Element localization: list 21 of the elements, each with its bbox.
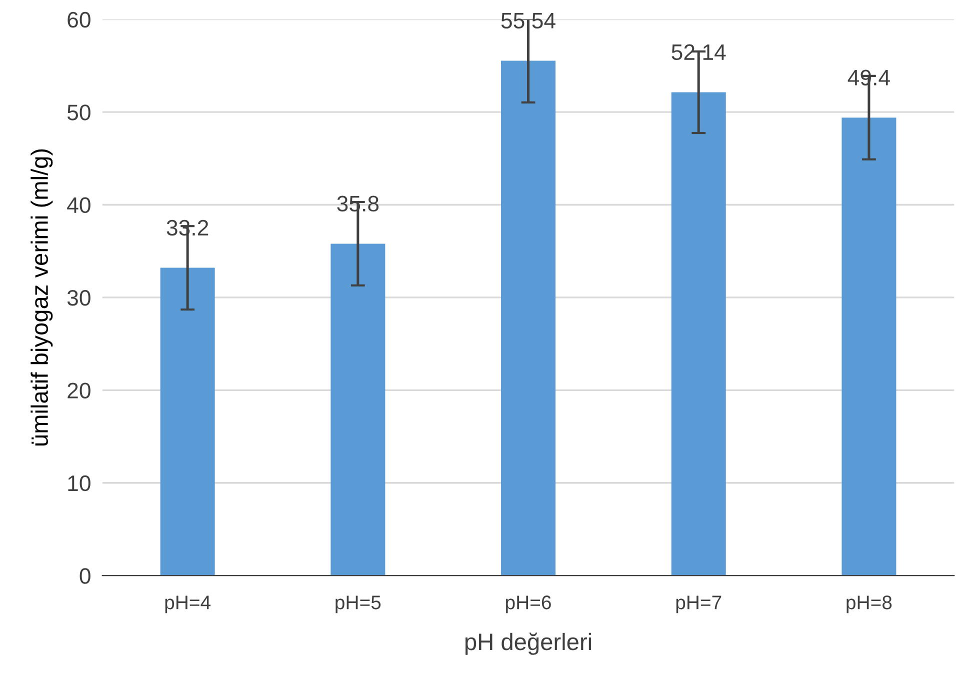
y-tick-label: 40	[67, 197, 90, 214]
y-tick-label: 10	[68, 475, 90, 492]
y-tick-label: 50	[67, 104, 90, 120]
y-tick-label: 30	[67, 290, 90, 306]
data-label: 52.14	[672, 44, 726, 60]
x-tick-label: pH=6	[506, 596, 551, 614]
x-tick-label: pH=5	[336, 596, 381, 614]
bar	[842, 118, 896, 576]
x-tick-label: pH=7	[676, 596, 722, 614]
y-axis-title: ümilatif biyogaz verimi (ml/g)	[30, 149, 53, 446]
x-tick-label: pH=4	[165, 596, 211, 614]
bar	[330, 244, 386, 576]
x-axis-title: pH değerleri	[465, 632, 591, 655]
y-tick-label: 20	[68, 382, 90, 398]
y-tick-label: 60	[68, 12, 90, 28]
bar	[160, 268, 215, 576]
y-tick-label: 0	[80, 568, 90, 584]
bar	[671, 92, 726, 576]
x-tick-label: pH=8	[846, 596, 892, 614]
bar	[501, 60, 556, 576]
data-label: 55.54	[501, 13, 556, 29]
